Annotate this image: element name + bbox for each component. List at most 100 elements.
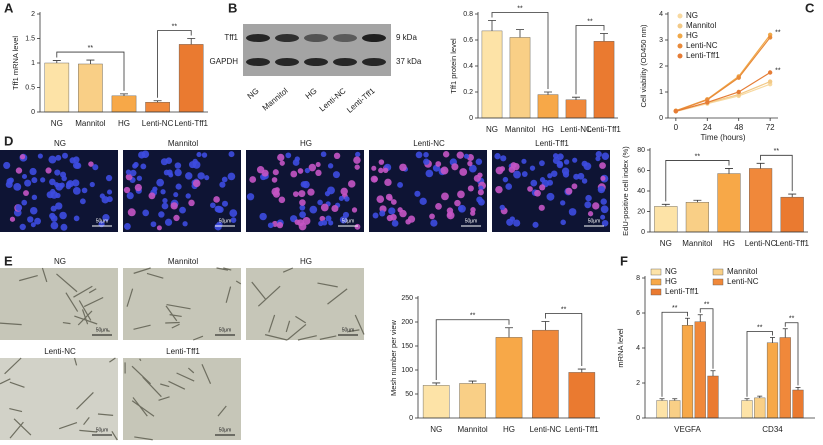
cell xyxy=(546,192,555,201)
error-bar xyxy=(516,29,524,38)
cell xyxy=(513,170,521,179)
cell xyxy=(21,199,28,206)
cell xyxy=(130,169,137,177)
error-bar xyxy=(468,380,477,384)
x-tick-label: Lenti-Tff1 xyxy=(775,239,809,248)
image-label: Mannitol xyxy=(168,139,198,148)
cell xyxy=(302,217,311,225)
cell xyxy=(552,153,559,159)
cell xyxy=(185,193,191,199)
cell xyxy=(249,176,257,183)
cell xyxy=(161,202,169,210)
cell xyxy=(327,186,335,195)
scale-label: 50μm xyxy=(219,218,232,224)
cell xyxy=(24,179,32,187)
tube xyxy=(73,285,93,298)
bar xyxy=(565,99,587,119)
cell xyxy=(563,159,570,165)
blot-image xyxy=(243,24,391,76)
cell xyxy=(37,153,43,159)
legend-swatch xyxy=(650,288,662,296)
y-tick-label: 50 xyxy=(405,391,413,398)
significance-label: ** xyxy=(587,18,593,25)
tube xyxy=(65,292,79,312)
cell xyxy=(478,185,484,191)
cell xyxy=(415,151,423,159)
cell xyxy=(123,186,131,194)
cell xyxy=(475,158,483,165)
cell xyxy=(300,181,307,188)
bar xyxy=(707,375,719,419)
bar xyxy=(792,389,804,419)
error-bar xyxy=(782,328,788,338)
blot-band xyxy=(333,34,357,42)
bar xyxy=(656,400,668,419)
cell xyxy=(55,183,64,191)
error-bar xyxy=(672,398,678,401)
significance-bracket xyxy=(56,51,125,91)
y-axis-label: EdU-positive cell index (%) xyxy=(621,146,630,236)
significance-label: ** xyxy=(757,324,763,331)
cell xyxy=(127,208,136,217)
cell xyxy=(430,219,438,227)
y-tick-label: 0 xyxy=(409,415,413,422)
cell xyxy=(261,169,269,177)
error-bar xyxy=(120,93,128,96)
cell xyxy=(3,161,11,169)
error-bar xyxy=(697,314,703,322)
error-bar xyxy=(795,386,801,390)
y-tick-label: 1 xyxy=(659,89,663,96)
bar xyxy=(766,342,779,419)
x-tick-label: 48 xyxy=(734,123,743,132)
error-bar xyxy=(52,60,61,63)
cell xyxy=(292,191,299,197)
cell xyxy=(592,202,600,210)
bar xyxy=(145,101,170,113)
cell xyxy=(9,216,16,222)
cell xyxy=(173,214,180,222)
cell xyxy=(140,163,147,170)
cell xyxy=(339,216,348,224)
significance-bracket xyxy=(760,154,793,192)
significance-bracket xyxy=(665,160,730,202)
tube xyxy=(139,358,142,362)
tube xyxy=(348,329,360,333)
cell xyxy=(372,212,379,219)
x-tick-label: Mannitol xyxy=(505,125,535,134)
cell xyxy=(158,211,165,218)
image-label: NG xyxy=(54,257,66,266)
error-bar xyxy=(770,337,775,343)
tube xyxy=(0,378,11,385)
x-tick-label: CD34 xyxy=(762,425,783,434)
cell xyxy=(49,178,56,186)
cell xyxy=(188,199,195,207)
cell xyxy=(88,161,94,167)
y-tick-label: 4 xyxy=(636,345,640,352)
error-bar xyxy=(572,96,580,100)
error-bar xyxy=(432,382,441,386)
scale-label: 50μm xyxy=(96,218,109,224)
significance-bracket xyxy=(435,319,510,380)
x-tick-label: 0 xyxy=(674,123,679,132)
legend-label: Lenti-Tff1 xyxy=(665,287,699,296)
cell xyxy=(379,210,386,217)
x-tick-label: Lenti-Tff1 xyxy=(587,125,621,134)
error-bar xyxy=(788,193,797,198)
cell xyxy=(210,202,216,209)
y-tick-label: 60 xyxy=(637,167,645,174)
y-tick-label: 0.4 xyxy=(463,63,473,70)
scale-label: 50μm xyxy=(342,327,355,333)
bar xyxy=(78,63,103,113)
cell xyxy=(571,183,578,190)
bar xyxy=(749,168,773,233)
cell xyxy=(50,215,58,222)
cell xyxy=(48,155,57,164)
x-tick-label: Mannitol xyxy=(75,119,105,128)
cell xyxy=(344,196,350,202)
error-bar xyxy=(757,395,763,398)
error-bar xyxy=(541,321,550,331)
tube xyxy=(264,334,288,341)
legend-marker xyxy=(677,33,683,39)
bar xyxy=(780,196,804,233)
